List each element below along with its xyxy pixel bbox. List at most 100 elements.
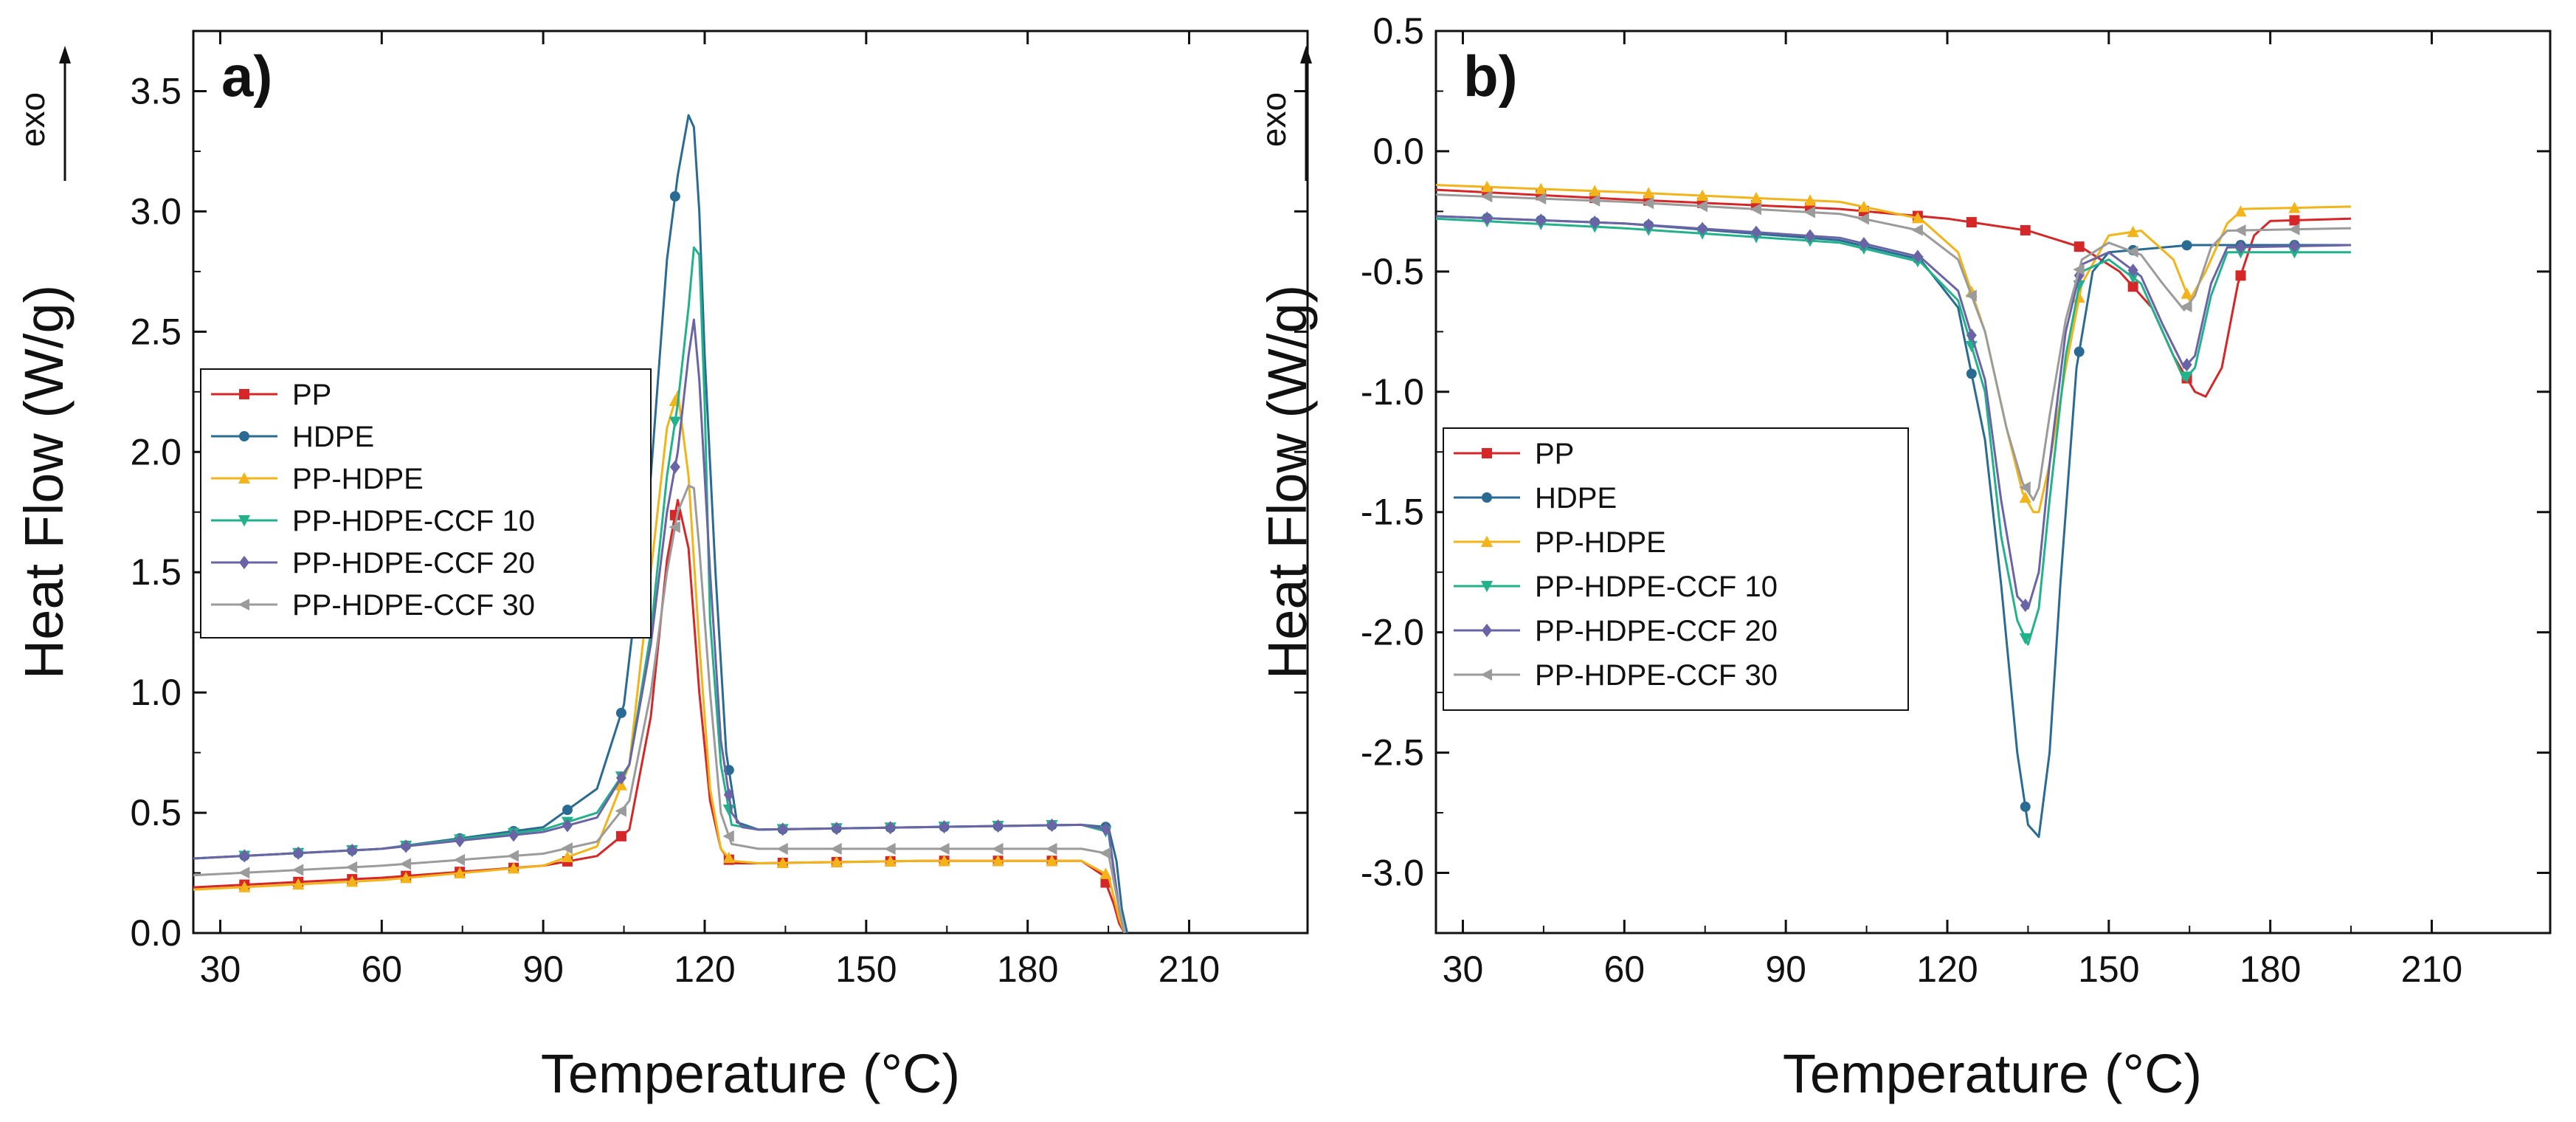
series-marker	[1803, 194, 1817, 206]
series-marker	[2020, 598, 2031, 613]
series-marker	[562, 819, 573, 833]
series-marker	[1750, 191, 1763, 204]
y-tick-label: -0.5	[1361, 251, 1424, 292]
series-marker	[669, 191, 680, 202]
x-tick-label: 150	[2078, 949, 2139, 990]
series-marker	[2235, 240, 2246, 255]
x-tick-label: 150	[835, 949, 897, 990]
series-marker	[992, 854, 1004, 867]
panel-b-legend-box	[1443, 427, 1909, 711]
series-marker	[293, 846, 304, 860]
series-line	[193, 318, 1126, 933]
x-tick-label: 90	[1765, 949, 1806, 990]
series-marker	[992, 842, 1004, 855]
series-marker	[939, 820, 950, 834]
series-marker	[2127, 272, 2139, 284]
series-line	[193, 498, 1126, 933]
series-marker	[615, 830, 626, 842]
series-marker	[1911, 212, 1924, 224]
series-marker	[2181, 358, 2192, 372]
series-marker	[1966, 328, 1977, 343]
panel-b-plot-frame	[1434, 30, 2552, 935]
series-marker	[346, 875, 359, 887]
y-tick-label: -2.5	[1361, 732, 1424, 774]
series-marker	[1588, 194, 1600, 207]
series-marker	[1750, 203, 1762, 216]
x-tick-label: 90	[522, 949, 564, 990]
series-marker	[830, 842, 842, 855]
series-marker	[1589, 216, 1600, 230]
panel-b-chart: 30 60 90 120 150 180 210 0.5 0.0 -0.5 -1.0 -1.5 -2.…	[1254, 10, 2552, 1104]
series-marker	[400, 871, 412, 884]
y-tick-label: -2.0	[1361, 612, 1424, 653]
panel-a-y-ticks: 0.0 0.5 1.0 1.5 2.0 2.5 3.0 3.5	[130, 70, 1308, 954]
series-marker	[1804, 229, 1815, 243]
series-pp-hdpe-ccf-20	[1436, 211, 2352, 613]
legend-label: PP-HDPE-CCF 10	[292, 505, 535, 537]
series-marker	[453, 853, 466, 866]
series-marker	[1481, 180, 1494, 193]
series-pp-hdpe-ccf-20	[193, 318, 1126, 933]
series-marker	[2019, 633, 2031, 645]
series-marker	[615, 707, 626, 718]
series-marker	[238, 867, 250, 879]
series-marker	[1642, 197, 1654, 210]
series-marker	[2288, 223, 2300, 235]
legend-label: PP-HDPE	[1535, 526, 1666, 559]
series-marker	[2127, 245, 2138, 258]
panel-b-label: b)	[1463, 44, 1518, 109]
series-marker	[2073, 346, 2085, 357]
legend-item: HDPE	[211, 421, 374, 453]
y-tick-label: -1.0	[1361, 371, 1424, 413]
series-marker	[1534, 192, 1547, 205]
series-marker	[1535, 182, 1547, 195]
series-marker	[1480, 190, 1493, 203]
series-marker	[2073, 264, 2085, 276]
series-marker	[2234, 224, 2246, 237]
legend-marker	[238, 515, 251, 527]
legend-marker	[238, 598, 249, 611]
legend-item: PP-HDPE-CCF 10	[211, 505, 535, 537]
series-marker	[669, 521, 680, 534]
panel-b-x-ticks: 30 60 90 120 150 180 210	[1443, 31, 2462, 990]
series-marker	[1965, 289, 1977, 302]
series-marker	[2127, 225, 2139, 238]
series-marker	[347, 843, 358, 858]
x-tick-label: 120	[674, 949, 735, 990]
y-tick-label: 3.5	[130, 70, 182, 111]
panel-b-x-axis-title: Temperature (°C)	[1783, 1043, 2202, 1104]
series-marker	[2020, 801, 2031, 812]
series-marker	[561, 850, 574, 863]
series-marker	[1643, 187, 1655, 199]
series-marker	[938, 842, 950, 855]
legend-label: PP-HDPE-CCF 30	[292, 589, 535, 622]
series-marker	[669, 416, 681, 428]
panel-a-legend-box	[200, 368, 652, 639]
x-tick-label: 60	[1604, 949, 1646, 990]
series-marker	[454, 867, 466, 878]
series-marker	[669, 460, 680, 474]
x-tick-label: 120	[1916, 949, 1978, 990]
legend-marker	[1482, 623, 1492, 638]
series-marker	[1099, 847, 1111, 859]
series-marker	[1536, 213, 1547, 227]
series-marker	[1482, 211, 1493, 225]
series-marker	[992, 819, 1004, 833]
series-marker	[507, 861, 520, 874]
series-marker	[2180, 300, 2192, 313]
x-tick-label: 180	[997, 949, 1058, 990]
series-marker	[722, 851, 735, 864]
series-marker	[2127, 264, 2138, 278]
legend-item: PP-HDPE-CCF 30	[211, 589, 535, 622]
panel-a-series-group	[193, 114, 1129, 933]
series-marker	[1589, 185, 1601, 196]
legend-item: PP-HDPE-CCF 10	[1454, 571, 1778, 603]
series-marker	[2181, 240, 2192, 251]
series-marker	[776, 856, 789, 869]
panel-a-legend: PP HDPE PP-HDPE PP-HDPE-CCF 10 PP-HDPE-CCF 2…	[200, 368, 652, 639]
series-marker	[1911, 224, 1923, 236]
series-marker	[561, 842, 573, 855]
series-marker	[399, 858, 412, 870]
legend-label: PP-HDPE-CCF 20	[292, 547, 535, 579]
